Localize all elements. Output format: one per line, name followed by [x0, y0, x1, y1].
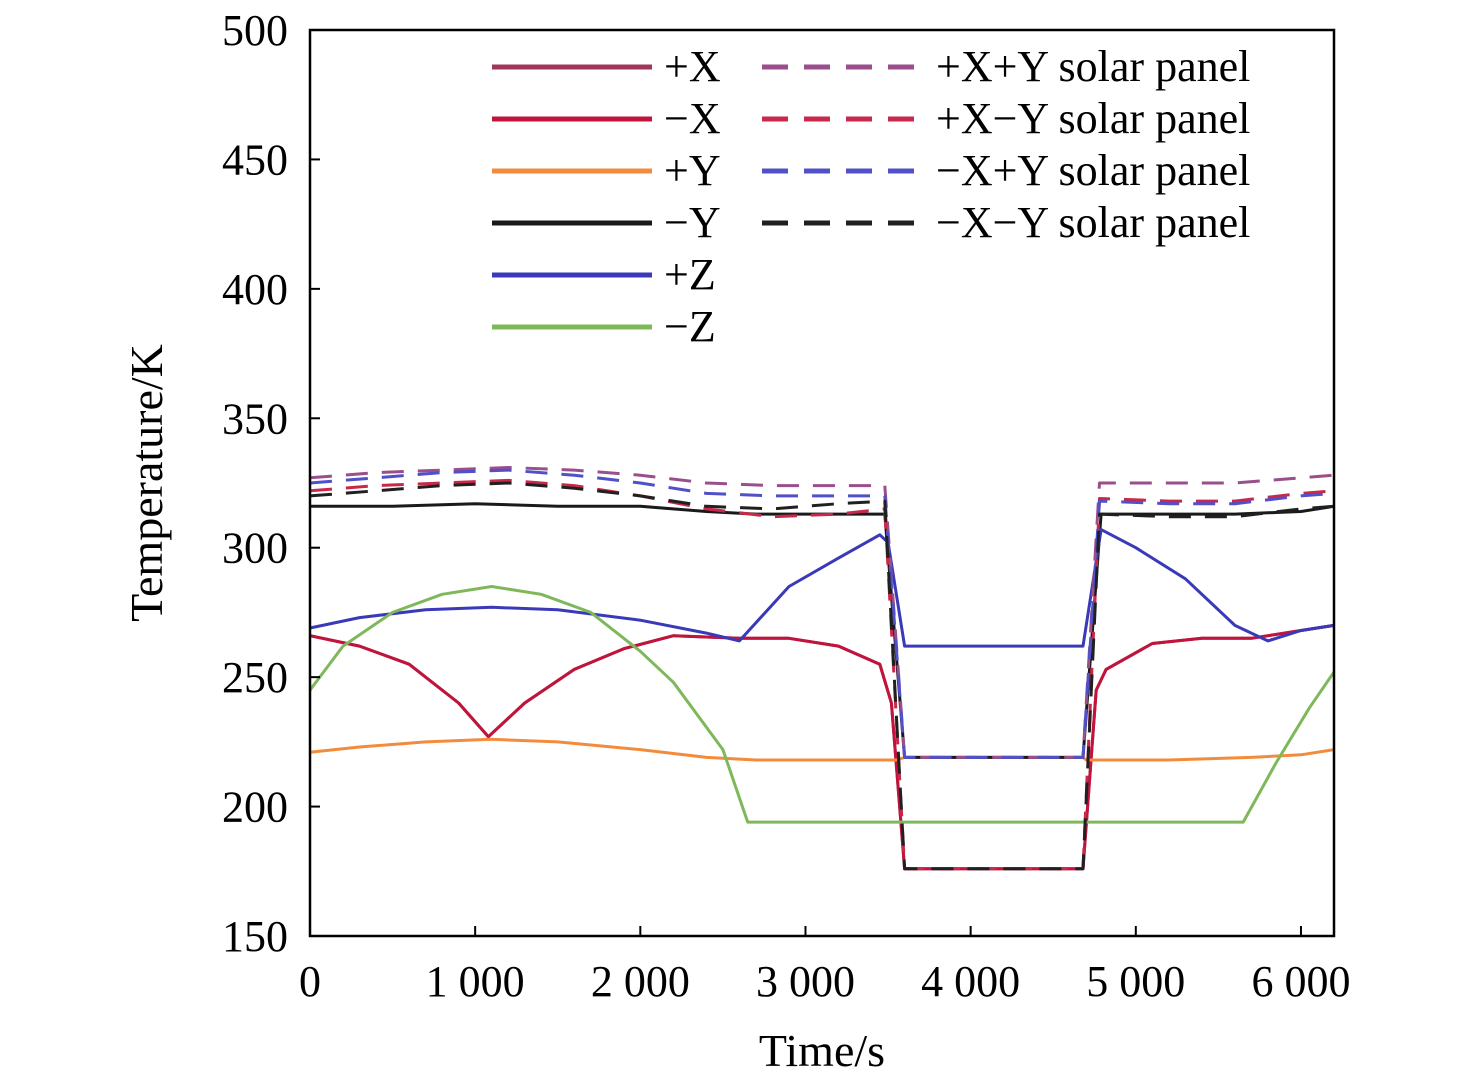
series-line-7 [309, 466, 1335, 759]
series-line-5 [309, 528, 1335, 648]
legend-label: −X [664, 94, 721, 143]
legend-label: −X−Y solar panel [936, 198, 1250, 247]
legend-label: +Z [664, 250, 716, 299]
legend-label: −X+Y solar panel [936, 146, 1250, 195]
legend-label: +Y [664, 146, 721, 195]
x-tick-label: 4 000 [921, 957, 1020, 1006]
plot-frame [308, 28, 1336, 938]
series-line-3 [309, 737, 1335, 762]
legend-label: +X+Y solar panel [936, 42, 1250, 91]
y-tick-label: 250 [222, 653, 288, 702]
x-tick-label: 3 000 [756, 957, 855, 1006]
y-tick-label: 150 [222, 912, 288, 961]
axis-ticks: 0 1 000 2 000 3 000 4 000 5 000 6 000 150 200 250… [222, 6, 1350, 1006]
y-tick-label: 200 [222, 783, 288, 832]
y-tick-label: 400 [222, 265, 288, 314]
y-axis-title: Temperature/K [121, 344, 172, 622]
y-tick-label: 350 [222, 394, 288, 443]
legend-label: +X−Y solar panel [936, 94, 1250, 143]
legend-label: −Z [664, 302, 716, 351]
x-tick-label: 0 [299, 957, 321, 1006]
x-tick-label: 1 000 [426, 957, 525, 1006]
series-line-10 [309, 481, 1335, 871]
legend: +X−X+Y−Y+Z−Z +X+Y solar panel+X−Y solar p… [492, 42, 1250, 351]
series-line-6 [308, 585, 1336, 824]
series-line-4 [310, 502, 1335, 759]
x-tick-label: 5 000 [1086, 957, 1185, 1006]
y-tick-label: 450 [222, 135, 288, 184]
y-tick-label: 300 [222, 524, 288, 573]
x-axis-title: Time/s [759, 1025, 885, 1076]
legend-label: +X [664, 42, 721, 91]
series-line-8 [309, 478, 1335, 871]
series-line-1 [309, 623, 1335, 871]
plot-lines [308, 466, 1336, 871]
y-tick-label: 500 [222, 6, 288, 55]
x-tick-label: 6 000 [1251, 957, 1350, 1006]
legend-label: −Y [664, 198, 721, 247]
x-tick-label: 2 000 [591, 957, 690, 1006]
series-line-2 [309, 623, 1335, 871]
